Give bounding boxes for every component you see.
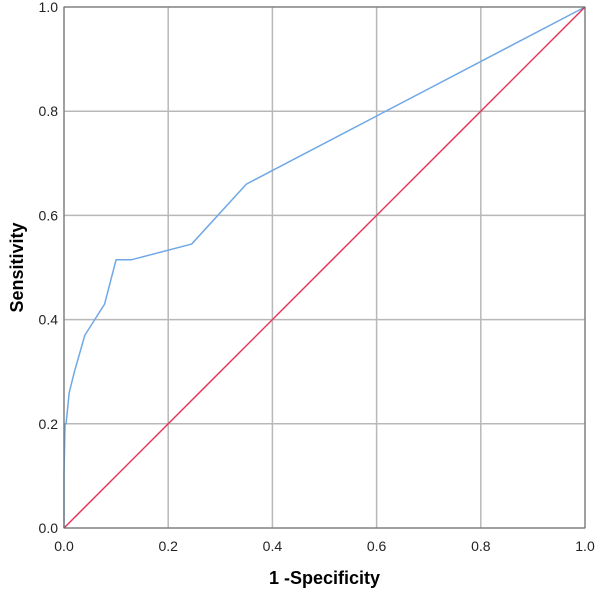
y-tick-label: 0.4 [39, 312, 59, 328]
x-tick-labels: 0.0 0.2 0.4 0.6 0.8 1.0 [54, 538, 595, 554]
x-tick-label: 0.6 [367, 538, 387, 554]
series-layer [64, 7, 585, 528]
x-tick-label: 0.8 [471, 538, 491, 554]
x-axis-title: 1 -Specificity [269, 568, 380, 588]
x-tick-label: 0.4 [263, 538, 283, 554]
x-tick-label: 0.0 [54, 538, 74, 554]
x-tick-label: 0.2 [158, 538, 178, 554]
reference-line [64, 7, 585, 528]
y-tick-label: 0.8 [39, 103, 59, 119]
y-tick-label: 0.0 [39, 520, 59, 536]
y-tick-label: 0.6 [39, 207, 59, 223]
y-tick-labels: 0.0 0.2 0.4 0.6 0.8 1.0 [39, 0, 59, 536]
y-tick-label: 0.2 [39, 416, 59, 432]
y-tick-label: 1.0 [39, 0, 59, 15]
y-axis-title: Sensitivity [7, 222, 27, 312]
x-tick-label: 1.0 [575, 538, 595, 554]
